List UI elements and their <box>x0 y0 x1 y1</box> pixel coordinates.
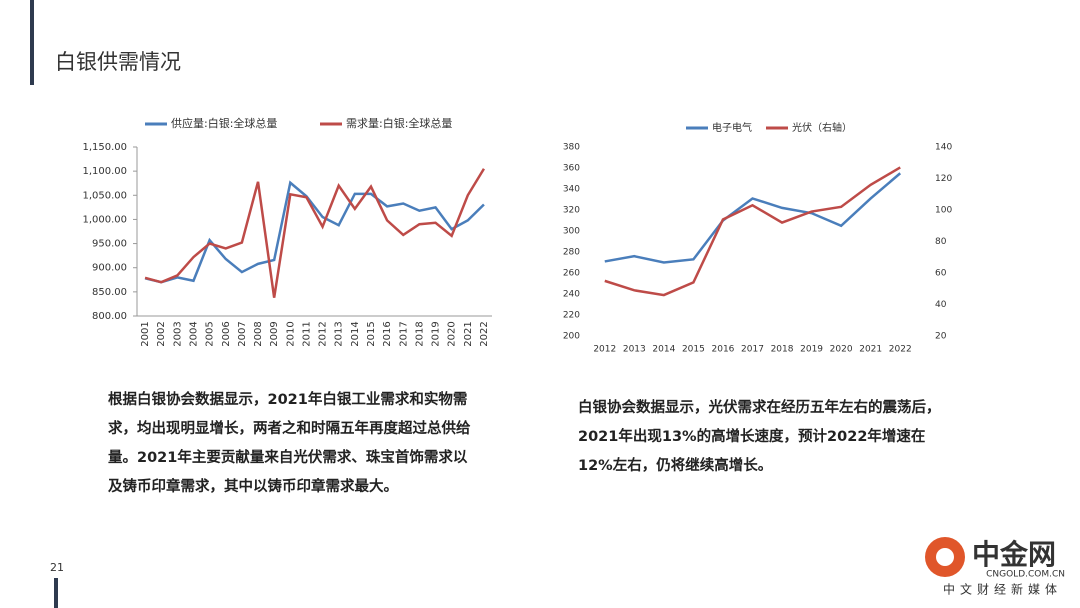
x-tick-label: 2013 <box>334 321 345 346</box>
x-tick-label: 2018 <box>414 321 425 346</box>
y2-tick-label: 20 <box>935 332 947 342</box>
y-tick-label: 280 <box>563 248 580 258</box>
x-tick-label: 2004 <box>188 321 199 346</box>
x-tick-label: 2013 <box>623 345 646 355</box>
logo-name: 中金网 <box>972 538 1056 571</box>
logo-icon <box>936 548 954 566</box>
y-tick-label: 300 <box>563 227 580 237</box>
slide-title: 白银供需情况 <box>55 50 181 74</box>
y-tick-label: 950.00 <box>92 239 127 250</box>
paragraph-line: 白银协会数据显示，光伏需求在经历五年左右的震荡后， <box>578 398 941 416</box>
y-tick-label: 1,000.00 <box>82 214 127 225</box>
x-tick-label: 2019 <box>800 345 823 355</box>
x-tick-label: 2008 <box>253 321 264 346</box>
x-tick-label: 2014 <box>652 345 675 355</box>
y-tick-label: 260 <box>563 269 580 279</box>
x-tick-label: 2006 <box>221 321 232 346</box>
legend-label: 电子电气 <box>712 121 752 134</box>
y2-tick-label: 60 <box>935 269 947 279</box>
paragraph-line: 2021年出现13%的高增长速度，预计2022年增速在 <box>578 427 925 445</box>
x-tick-label: 2020 <box>830 345 853 355</box>
series-line <box>144 180 485 284</box>
x-tick-label: 2021 <box>463 321 474 346</box>
x-tick-label: 2011 <box>301 321 312 346</box>
y-tick-label: 1,100.00 <box>82 166 127 177</box>
y2-tick-label: 80 <box>935 237 947 247</box>
decor-bar <box>54 578 58 608</box>
x-tick-label: 2016 <box>382 321 393 346</box>
x-tick-label: 2010 <box>285 321 296 346</box>
legend-label: 需求量:白银:全球总量 <box>346 116 452 130</box>
x-tick-label: 2017 <box>741 345 764 355</box>
y-tick-label: 200 <box>563 332 580 342</box>
paragraph-line: 求，均出现明显增长，两者之和时隔五年再度超过总供给 <box>108 419 471 437</box>
x-tick-label: 2012 <box>318 321 329 346</box>
y2-tick-label: 40 <box>935 300 947 310</box>
x-tick-label: 2002 <box>156 321 167 346</box>
paragraph-line: 根据白银协会数据显示，2021年白银工业需求和实物需 <box>108 390 467 408</box>
x-tick-label: 2016 <box>712 345 735 355</box>
series-line <box>604 166 901 297</box>
y-tick-label: 340 <box>563 185 580 195</box>
x-tick-label: 2015 <box>366 321 377 346</box>
logo-url: CNGOLD.COM.CN <box>986 570 1065 580</box>
x-tick-label: 2015 <box>682 345 705 355</box>
paragraph-line: 量。2021年主要贡献量来自光伏需求、珠宝首饰需求以 <box>108 448 468 466</box>
x-tick-label: 2009 <box>269 321 280 346</box>
x-tick-label: 2007 <box>237 321 248 346</box>
y2-tick-label: 120 <box>935 174 952 184</box>
paragraph-line: 及铸币印章需求，其中以铸币印章需求最大。 <box>108 477 398 495</box>
series-line <box>604 172 902 264</box>
y-tick-label: 850.00 <box>92 287 127 298</box>
x-tick-label: 2022 <box>479 321 490 346</box>
x-tick-label: 2019 <box>431 321 442 346</box>
x-tick-label: 2003 <box>172 321 183 346</box>
y-tick-label: 800.00 <box>92 311 127 322</box>
y-tick-label: 220 <box>563 311 580 321</box>
x-tick-label: 2022 <box>889 345 912 355</box>
y-tick-label: 900.00 <box>92 263 127 274</box>
decor-bar <box>30 0 34 85</box>
y-tick-label: 240 <box>563 290 580 300</box>
y-tick-label: 1,050.00 <box>82 190 127 201</box>
logo-tagline: 中文财经新媒体 <box>943 582 1062 597</box>
y-tick-label: 320 <box>563 206 580 216</box>
y-tick-label: 1,150.00 <box>82 142 127 153</box>
x-tick-label: 2018 <box>771 345 794 355</box>
y2-tick-label: 100 <box>935 206 952 216</box>
x-tick-label: 2020 <box>447 321 458 346</box>
x-tick-label: 2001 <box>140 321 151 346</box>
y-tick-label: 360 <box>563 164 580 174</box>
x-tick-label: 2021 <box>859 345 882 355</box>
series-line <box>144 168 486 298</box>
y2-tick-label: 140 <box>935 143 952 153</box>
x-tick-label: 2014 <box>350 321 361 346</box>
paragraph-line: 12%左右，仍将继续高增长。 <box>578 456 772 474</box>
page-number: 21 <box>50 561 64 574</box>
x-tick-label: 2012 <box>593 345 616 355</box>
y-tick-label: 380 <box>563 143 580 153</box>
legend-label: 光伏（右轴） <box>792 121 852 134</box>
x-tick-label: 2017 <box>398 321 409 346</box>
legend-label: 供应量:白银:全球总量 <box>171 116 277 130</box>
x-tick-label: 2005 <box>205 321 216 346</box>
